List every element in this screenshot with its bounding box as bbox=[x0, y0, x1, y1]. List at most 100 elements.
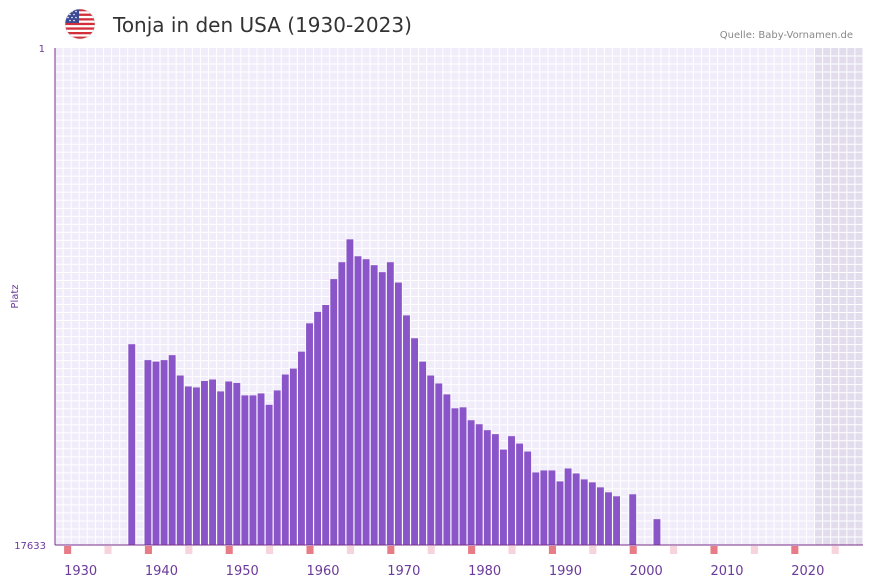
bar-1967 bbox=[362, 259, 370, 545]
decade-marker bbox=[144, 546, 152, 554]
bar-1962 bbox=[322, 304, 330, 545]
bar-1952 bbox=[241, 395, 249, 545]
x-tick-label: 1940 bbox=[145, 564, 178, 579]
x-tick-label: 1990 bbox=[549, 564, 582, 579]
decade-marker bbox=[629, 546, 637, 554]
bar-1972 bbox=[403, 315, 410, 545]
half-decade-marker bbox=[185, 546, 193, 554]
bar-1974 bbox=[419, 361, 427, 545]
bar-1944 bbox=[176, 375, 184, 545]
chart-title: Tonja in den USA (1930-2023) bbox=[113, 13, 412, 37]
usa-flag-icon bbox=[64, 8, 96, 40]
decade-marker bbox=[710, 546, 718, 554]
y-axis-title: Platz bbox=[10, 284, 21, 308]
bar-1954 bbox=[257, 393, 265, 545]
x-tick-label: 2010 bbox=[710, 564, 743, 579]
bar-1992 bbox=[564, 468, 572, 545]
bar-1973 bbox=[411, 338, 418, 545]
bar-1953 bbox=[249, 395, 257, 545]
x-tick-label: 1970 bbox=[387, 564, 420, 579]
bar-1985 bbox=[508, 436, 515, 545]
bar-1994 bbox=[580, 479, 588, 545]
bar-1950 bbox=[225, 381, 233, 545]
decade-marker bbox=[791, 546, 799, 554]
half-decade-marker bbox=[589, 546, 597, 554]
half-decade-marker bbox=[346, 546, 354, 554]
y-axis-bottom-label: 17633 bbox=[14, 541, 46, 552]
half-decade-marker bbox=[670, 546, 678, 554]
bar-1960 bbox=[306, 323, 313, 545]
bar-1969 bbox=[378, 272, 386, 545]
decade-marker bbox=[64, 546, 72, 554]
bar-1957 bbox=[281, 374, 289, 545]
x-tick-label: 1980 bbox=[468, 564, 501, 579]
x-tick-label: 2020 bbox=[791, 564, 824, 579]
half-decade-marker bbox=[266, 546, 274, 554]
bar-1997 bbox=[605, 492, 612, 545]
bar-1995 bbox=[588, 482, 596, 545]
half-decade-marker bbox=[427, 546, 435, 554]
bar-1955 bbox=[265, 404, 273, 545]
bar-1961 bbox=[314, 311, 322, 545]
bar-1981 bbox=[475, 424, 483, 545]
x-tick-label: 1960 bbox=[306, 564, 339, 579]
bar-1949 bbox=[217, 391, 225, 545]
decade-marker bbox=[306, 546, 314, 554]
bar-1987 bbox=[524, 451, 532, 545]
decade-marker bbox=[387, 546, 395, 554]
bar-1993 bbox=[572, 473, 580, 545]
bar-1956 bbox=[273, 390, 281, 545]
bar-1982 bbox=[483, 430, 491, 545]
bar-1990 bbox=[548, 470, 556, 545]
bar-1979 bbox=[459, 407, 467, 545]
bar-1963 bbox=[330, 279, 338, 545]
bar-1971 bbox=[394, 282, 402, 545]
bar-1977 bbox=[443, 394, 451, 545]
decade-marker bbox=[468, 546, 476, 554]
bar-1965 bbox=[346, 239, 354, 545]
bar-1996 bbox=[596, 487, 604, 545]
decade-marker bbox=[225, 546, 233, 554]
half-decade-marker bbox=[750, 546, 758, 554]
decade-marker bbox=[548, 546, 556, 554]
bar-1943 bbox=[168, 355, 176, 545]
bar-1968 bbox=[370, 265, 378, 545]
bar-1941 bbox=[152, 361, 160, 545]
source-credit: Quelle: Baby-Vornamen.de bbox=[719, 30, 853, 41]
bar-1976 bbox=[435, 383, 443, 545]
bar-1989 bbox=[540, 470, 548, 545]
bar-1959 bbox=[298, 351, 305, 545]
chart-header: Tonja in den USA (1930-2023) Quelle: Bab… bbox=[0, 0, 873, 48]
bar-1942 bbox=[160, 360, 168, 545]
bar-1980 bbox=[467, 420, 475, 545]
bar-1988 bbox=[532, 472, 540, 545]
x-tick-label: 1930 bbox=[64, 564, 97, 579]
bar-1970 bbox=[386, 262, 394, 545]
bar-1966 bbox=[354, 256, 362, 545]
bar-1986 bbox=[516, 443, 524, 545]
bar-1964 bbox=[338, 262, 346, 545]
bar-2000 bbox=[629, 494, 637, 545]
bar-1983 bbox=[491, 434, 499, 545]
bar-1946 bbox=[192, 387, 200, 545]
x-tick-label: 1950 bbox=[226, 564, 259, 579]
bar-1991 bbox=[556, 481, 564, 545]
bar-1984 bbox=[500, 449, 507, 545]
x-tick-label: 2000 bbox=[630, 564, 663, 579]
bar-1948 bbox=[209, 379, 216, 545]
bar-2003 bbox=[653, 519, 661, 545]
bar-1998 bbox=[613, 496, 620, 545]
bar-1947 bbox=[201, 380, 208, 545]
bar-1940 bbox=[144, 360, 152, 545]
bar-1938 bbox=[128, 344, 136, 545]
half-decade-marker bbox=[831, 546, 839, 554]
bar-1945 bbox=[184, 386, 192, 545]
half-decade-marker bbox=[508, 546, 516, 554]
bar-1951 bbox=[233, 382, 241, 545]
half-decade-marker bbox=[104, 546, 112, 554]
bar-1975 bbox=[427, 375, 435, 545]
bar-1978 bbox=[451, 408, 459, 545]
y-axis-top-label: 1 bbox=[39, 44, 45, 55]
bar-1958 bbox=[289, 368, 297, 545]
